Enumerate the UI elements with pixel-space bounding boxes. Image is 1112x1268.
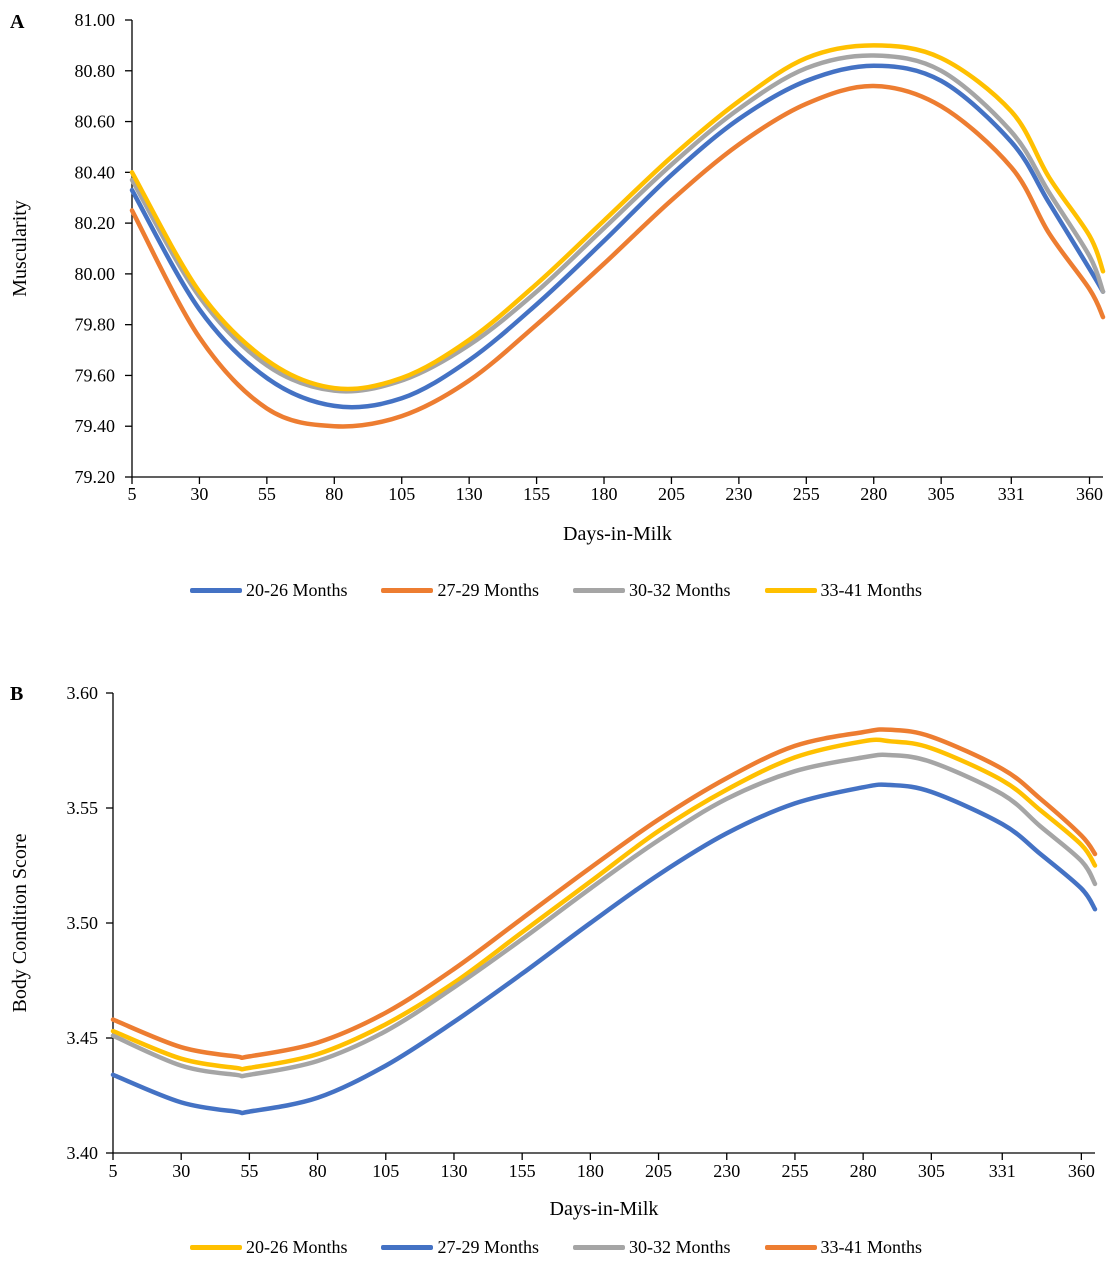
- chart-b-y-tick-label: 3.50: [67, 913, 99, 933]
- chart-a-x-tick-label: 205: [658, 484, 685, 504]
- chart-a-legend-label: 33-41 Months: [820, 580, 923, 600]
- chart-b-legend-item: 20-26 Months: [189, 1237, 348, 1258]
- chart-a-x-tick-label: 80: [325, 484, 343, 504]
- chart-a-legend-swatch: [381, 588, 434, 593]
- chart-b-legend-swatch: [189, 1245, 242, 1250]
- chart-a-legend: 20-26 Months 27-29 Months 30-32 Months 33-4…: [0, 580, 1112, 601]
- chart-a-panel-label: A: [10, 11, 25, 33]
- chart-a-y-axis-title: Muscularity: [9, 200, 31, 297]
- chart-b-series-line-2: [110, 782, 1098, 1116]
- chart-a-y-tick-label: 79.40: [75, 416, 116, 436]
- chart-a-x-tick-label: 305: [928, 484, 955, 504]
- chart-a-legend-item: 27-29 Months: [381, 580, 539, 601]
- chart-a-legend-item: 20-26 Months: [189, 580, 348, 601]
- chart-b-y-tick-label: 3.40: [67, 1143, 99, 1163]
- chart-b-x-tick-label: 80: [309, 1161, 327, 1181]
- chart-a-legend-label: 27-29 Months: [437, 580, 539, 600]
- chart-b-legend-swatch: [764, 1245, 817, 1250]
- chart-b-legend: 20-26 Months 27-29 Months 30-32 Months 33-4…: [0, 1237, 1112, 1258]
- chart-a-x-tick-label: 130: [456, 484, 483, 504]
- chart-b-x-tick-label: 155: [509, 1161, 536, 1181]
- chart-a-legend-swatch: [764, 588, 817, 593]
- chart-b-y-axis-title: Body Condition Score: [9, 833, 31, 1012]
- chart-b-svg: B 3.40 3.45 3.50 3.55 3.60 5 30 55 80 105 130 155 180…: [9, 683, 1098, 1220]
- chart-a-y-tick-label: 80.60: [75, 112, 116, 132]
- chart-a-y-tick-label: 80.40: [75, 162, 116, 182]
- chart-a-series-line-2: [129, 83, 1106, 429]
- chart-b-legend-swatch: [381, 1245, 434, 1250]
- chart-b-x-tick-label: 205: [645, 1161, 672, 1181]
- chart-a-x-tick-label: 360: [1076, 484, 1103, 504]
- chart-a-y-tick-label: 80.00: [75, 264, 116, 284]
- chart-a-x-tick-label: 180: [591, 484, 618, 504]
- chart-a-x-tick-label: 280: [860, 484, 887, 504]
- chart-b-y-tick-label: 3.45: [67, 1028, 99, 1048]
- chart-a-y-tick-label: 79.80: [75, 315, 116, 335]
- chart-b-x-tick-label: 255: [781, 1161, 808, 1181]
- chart-panel-b: B 3.40 3.45 3.50 3.55 3.60 5 30 55 80 105 130 155 180…: [0, 620, 1112, 1268]
- chart-a-svg: A 79.20 79.40 79.60 79.80 80.00 80.20 80.40 80.6…: [9, 10, 1106, 545]
- chart-a-legend-label: 20-26 Months: [245, 580, 348, 600]
- chart-a-y-tick-label: 80.80: [75, 61, 116, 81]
- chart-b-legend-item: 27-29 Months: [381, 1237, 539, 1258]
- chart-b-x-tick-label: 55: [240, 1161, 258, 1181]
- chart-b-x-tick-label: 180: [577, 1161, 604, 1181]
- chart-a-y-tick-label: 81.00: [75, 10, 116, 30]
- chart-b-x-tick-label: 105: [372, 1161, 399, 1181]
- chart-a-x-tick-label: 155: [523, 484, 550, 504]
- chart-b-series-line-1: [110, 737, 1098, 1072]
- chart-b-x-tick-label: 30: [172, 1161, 190, 1181]
- chart-b-x-axis-title: Days-in-Milk: [550, 1198, 659, 1220]
- chart-a-x-tick-label: 255: [793, 484, 820, 504]
- chart-b-y-tick-label: 3.55: [67, 798, 99, 818]
- chart-b-x-tick-label: 331: [989, 1161, 1016, 1181]
- chart-a-y-tick-label: 80.20: [75, 213, 116, 233]
- chart-b-x-tick-label: 130: [440, 1161, 467, 1181]
- chart-a-series-line-1: [129, 63, 1106, 410]
- chart-b-legend-item: 30-32 Months: [573, 1237, 731, 1258]
- chart-a-series-line-4: [129, 43, 1106, 392]
- chart-a-legend-item: 33-41 Months: [764, 580, 923, 601]
- chart-b-legend-item: 33-41 Months: [764, 1237, 923, 1258]
- chart-b-x-tick-label: 5: [109, 1161, 118, 1181]
- chart-a-legend-item: 30-32 Months: [573, 580, 731, 601]
- chart-a-x-tick-label: 230: [725, 484, 752, 504]
- chart-a-x-tick-label: 5: [128, 484, 137, 504]
- chart-b-panel-label: B: [10, 683, 23, 705]
- chart-a-y-tick-label: 79.60: [75, 365, 116, 385]
- chart-b-x-tick-label: 360: [1068, 1161, 1095, 1181]
- chart-b-x-tick-label: 305: [918, 1161, 945, 1181]
- chart-a-series-line-3: [129, 53, 1106, 394]
- chart-b-series-line-3: [110, 752, 1098, 1079]
- chart-a-legend-swatch: [189, 588, 242, 593]
- chart-a-x-tick-label: 55: [258, 484, 276, 504]
- chart-b-legend-label: 30-32 Months: [629, 1237, 731, 1257]
- chart-panel-a: A 79.20 79.40 79.60 79.80 80.00 80.20 80.40 80.6…: [0, 0, 1112, 620]
- chart-a-x-tick-label: 331: [998, 484, 1025, 504]
- chart-a-y-tick-label: 79.20: [75, 467, 116, 487]
- chart-b-legend-label: 27-29 Months: [437, 1237, 539, 1257]
- chart-a-x-tick-label: 30: [190, 484, 208, 504]
- chart-b-x-tick-label: 230: [713, 1161, 740, 1181]
- chart-b-y-tick-label: 3.60: [67, 683, 99, 703]
- chart-a-x-axis-title: Days-in-Milk: [563, 523, 672, 545]
- chart-a-x-tick-label: 105: [388, 484, 415, 504]
- chart-b-series-line-4: [110, 727, 1098, 1061]
- chart-b-legend-label: 20-26 Months: [245, 1237, 348, 1257]
- chart-a-legend-swatch: [573, 588, 625, 593]
- chart-b-legend-swatch: [573, 1245, 625, 1250]
- chart-b-legend-label: 33-41 Months: [820, 1237, 923, 1257]
- chart-a-legend-label: 30-32 Months: [629, 580, 731, 600]
- chart-b-x-tick-label: 280: [850, 1161, 877, 1181]
